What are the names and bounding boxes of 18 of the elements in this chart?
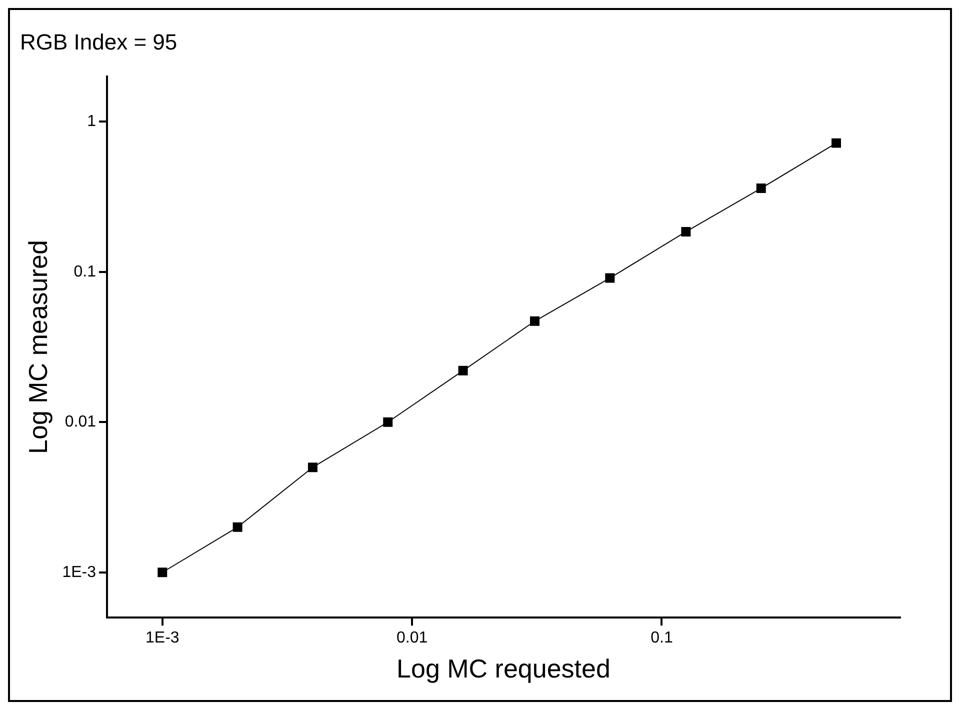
chart-title: RGB Index = 95 — [20, 29, 178, 54]
y-tick-label: 0.1 — [74, 263, 96, 280]
y-axis-title: Log MC measured — [22, 240, 53, 454]
x-tick-label: 0.1 — [650, 630, 673, 647]
x-tick-label: 0.01 — [396, 630, 428, 647]
point — [158, 568, 168, 578]
point — [681, 226, 691, 236]
point — [756, 184, 766, 194]
y-tick-label: 0.01 — [64, 414, 96, 431]
y-tick-label: 1E-3 — [62, 564, 96, 581]
point — [232, 522, 242, 532]
point — [458, 366, 468, 376]
x-axis-title: Log MC requested — [396, 654, 610, 684]
y-tick-label: 1 — [87, 113, 96, 130]
point — [832, 138, 842, 148]
x-tick-label: 1E-3 — [145, 630, 180, 647]
point — [308, 462, 318, 472]
point — [383, 417, 393, 427]
